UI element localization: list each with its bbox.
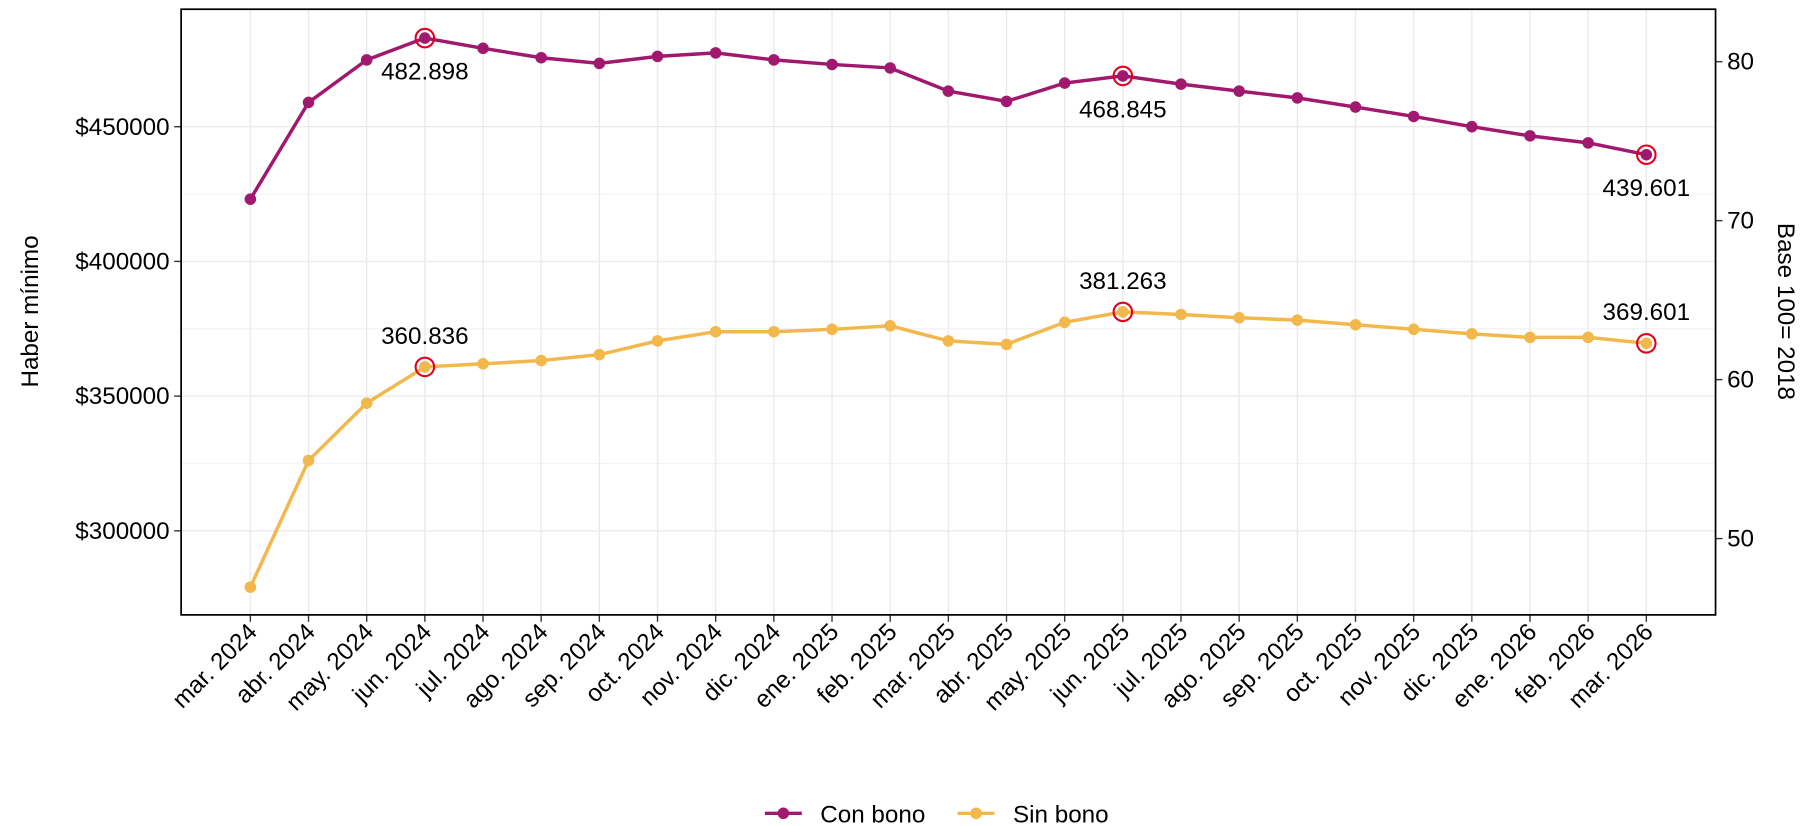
data-point [884,62,896,74]
data-point [651,335,664,347]
y2-tick-label: 50 [1727,526,1754,553]
data-point [593,348,606,361]
data-point [1175,78,1187,90]
data-point [709,47,722,59]
data-point [1466,328,1478,340]
data-point [1175,308,1187,321]
y2-tick-label: 70 [1727,208,1754,235]
data-point [768,54,780,66]
data-point [1291,92,1304,104]
data-point [1640,337,1653,350]
highlight-ring [414,356,436,378]
data-point [651,50,664,63]
data-point [1407,323,1420,336]
data-point [826,323,838,336]
data-point [1000,95,1013,108]
data-point [1058,77,1071,89]
data-label: 439.601 [1603,175,1691,202]
data-point [1117,306,1129,318]
data-point [1407,110,1420,123]
data-point [1233,85,1245,97]
y-tick-label: $400000 [75,248,169,275]
y-tick-label: $450000 [75,114,169,141]
data-point [826,58,838,71]
highlight-ring [1636,144,1657,165]
data-point [244,581,257,593]
highlight-ring [1112,301,1134,323]
data-point [1582,137,1594,149]
y2-tick-label: 60 [1727,367,1754,394]
data-point [593,57,606,70]
highlight-ring [1636,333,1657,354]
legend-dot [777,807,790,820]
data-point [1524,130,1536,142]
data-point [942,335,955,347]
data-point [477,358,489,370]
data-point [1349,101,1362,113]
data-point [1000,338,1013,351]
data-point [1349,318,1362,331]
data-point [535,354,547,367]
data-point [768,325,780,338]
data-point [1117,70,1129,82]
data-point [419,32,431,44]
data-point [709,325,722,338]
data-point [1466,120,1478,133]
y2-axis-title: Base 100= 2018 [1772,223,1799,400]
legend-label: Sin bono [1013,802,1109,826]
data-point [244,193,257,205]
data-point [942,85,955,97]
data-point [477,42,489,55]
legend-dot [970,807,982,820]
highlight-ring [1112,65,1134,87]
legend-label: Con bono [820,802,925,826]
data-point [302,454,315,467]
data-point [419,361,431,373]
data-point [360,397,373,409]
data-label: 468.845 [1079,96,1167,123]
plot-border [180,8,1717,616]
y-tick-label: $300000 [75,518,169,545]
data-point [1582,331,1594,344]
data-point [1524,331,1536,344]
data-label: 381.263 [1079,268,1167,295]
data-point [360,54,373,66]
y2-tick-label: 80 [1727,49,1754,76]
data-label: 360.836 [381,323,469,350]
data-point [1291,314,1304,326]
y-tick-label: $350000 [75,383,169,410]
data-label: 482.898 [381,59,469,86]
highlight-ring [414,27,436,49]
data-point [535,51,547,64]
y-axis-title: Haber mínimo [17,235,44,387]
data-point [884,320,896,332]
data-label: 369.601 [1603,299,1691,326]
data-point [1058,316,1071,329]
data-point [1640,148,1653,161]
data-point [1233,311,1245,324]
data-point [302,96,315,109]
